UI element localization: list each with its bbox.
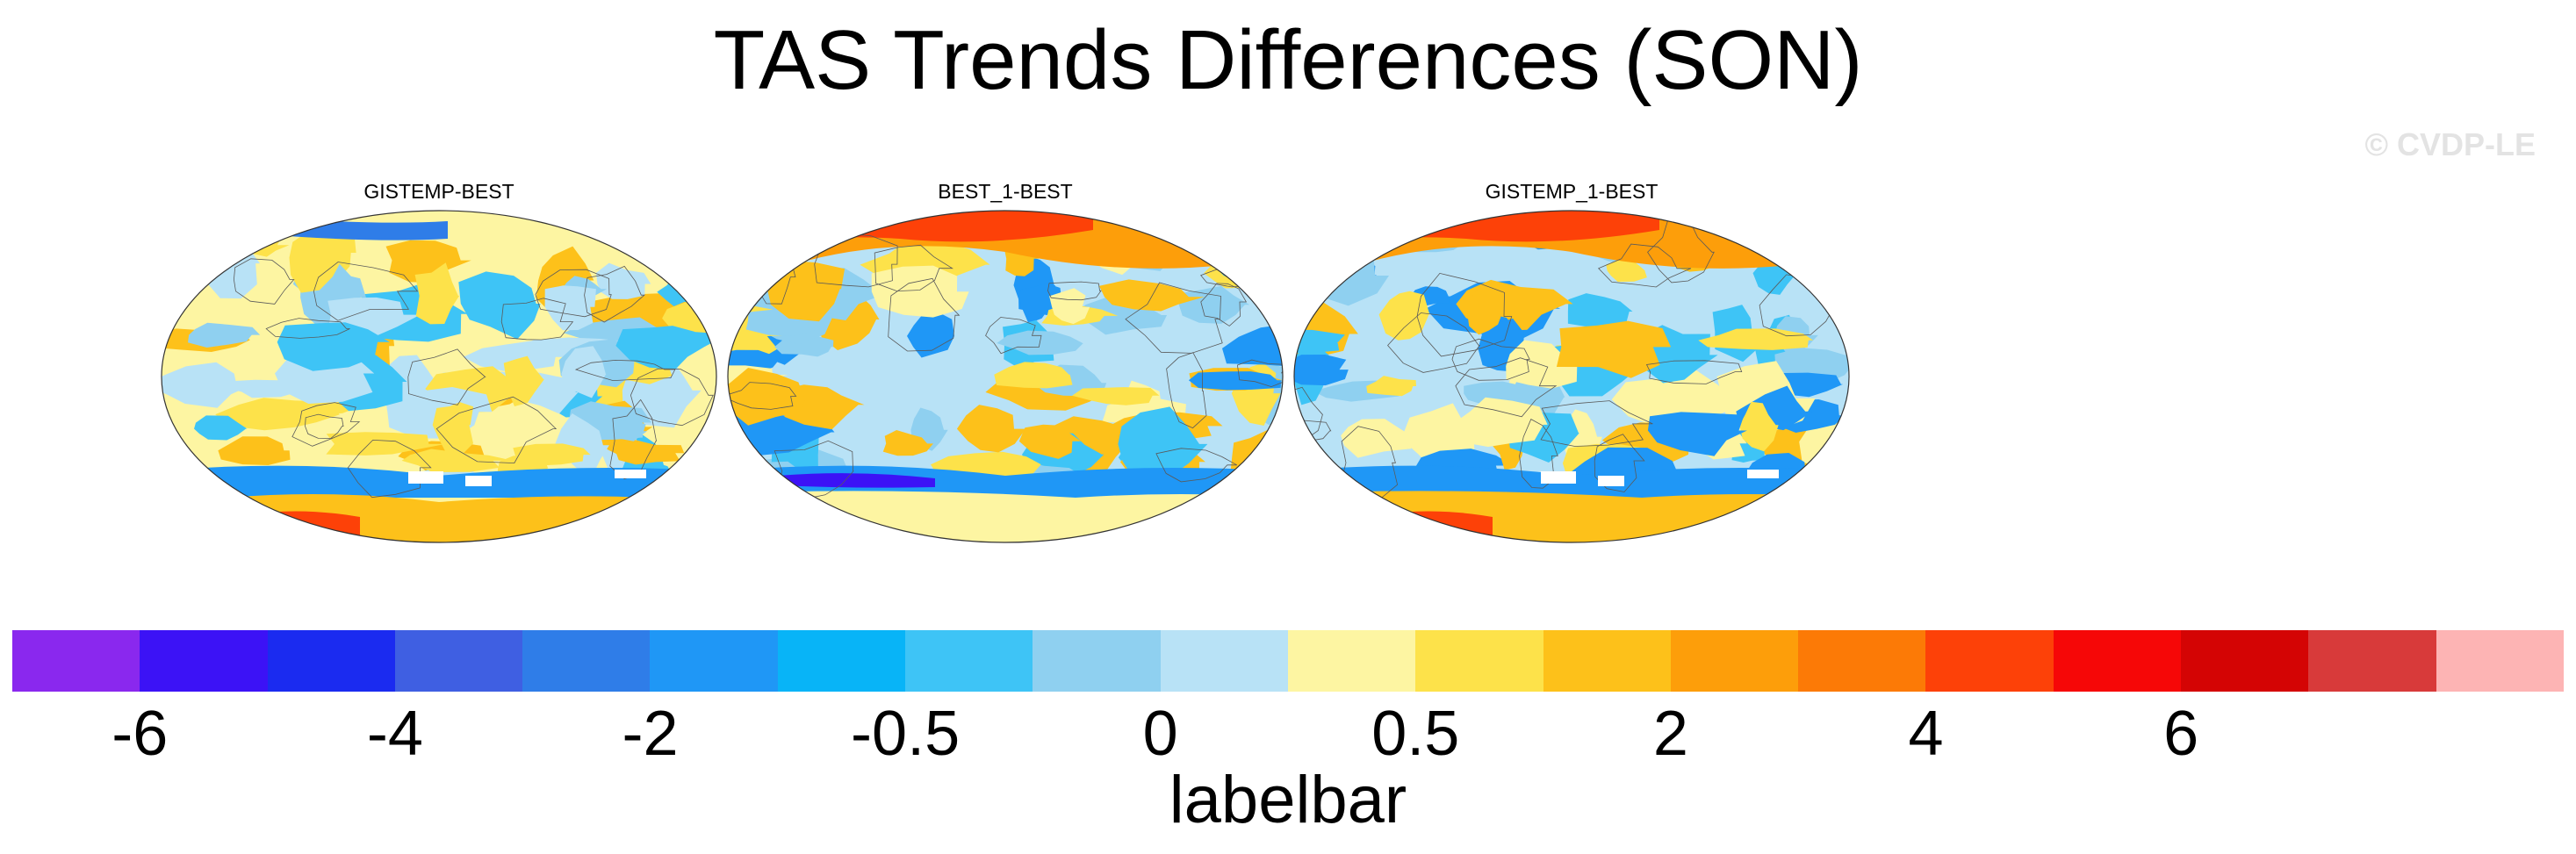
labelbar-color-box — [1670, 630, 1799, 692]
labelbar-color-box — [777, 630, 906, 692]
labelbar-color-box — [1287, 630, 1416, 692]
labelbar-color-box — [2436, 630, 2564, 692]
labelbar-color-box — [2181, 630, 2309, 692]
labelbar-tick-label: -2 — [622, 699, 679, 769]
labelbar-color-box — [1415, 630, 1543, 692]
labelbar-tick-label: 4 — [1908, 699, 1944, 769]
map-plot — [161, 210, 717, 543]
labelbar-color-box — [140, 630, 268, 692]
labelbar-color-box — [522, 630, 651, 692]
map-panel-gistemp-best: GISTEMP-BEST — [158, 180, 720, 549]
labelbar-tick-label: -4 — [366, 699, 423, 769]
labelbar-color-box — [1798, 630, 1926, 692]
figure-title: TAS Trends Differences (SON) — [713, 13, 1863, 107]
map-plot — [1293, 210, 1850, 543]
labelbar-tick-label: 6 — [2163, 699, 2199, 769]
labelbar-color-box — [12, 630, 140, 692]
labelbar-tick-label: -0.5 — [851, 699, 961, 769]
labelbar-color-box — [650, 630, 778, 692]
map-panel-gistemp-1-best: GISTEMP_1-BEST — [1291, 180, 1853, 549]
labelbar-title: labelbar — [1169, 763, 1407, 837]
labelbar-color-box — [1033, 630, 1161, 692]
labelbar-color-box — [1160, 630, 1288, 692]
labelbar-color-box — [2308, 630, 2436, 692]
labelbar-ticks: -6 -4 -2 -0.5 0 0.5 2 4 6 — [0, 698, 2576, 777]
color-labelbar — [12, 630, 2564, 692]
labelbar-tick-label: 2 — [1652, 699, 1688, 769]
labelbar-tick-label: -6 — [112, 699, 169, 769]
labelbar-color-box — [905, 630, 1033, 692]
labelbar-color-box — [267, 630, 395, 692]
labelbar-color-box — [1925, 630, 2054, 692]
labelbar-color-box — [394, 630, 523, 692]
panel-title: GISTEMP_1-BEST — [1485, 180, 1659, 203]
map-panel-best-1-best: BEST_1-BEST — [724, 180, 1286, 549]
panel-title: BEST_1-BEST — [938, 180, 1073, 203]
labelbar-tick-label: 0 — [1142, 699, 1178, 769]
panel-title: GISTEMP-BEST — [363, 180, 514, 203]
labelbar-color-box — [1543, 630, 1671, 692]
labelbar-color-box — [2053, 630, 2182, 692]
map-plot — [727, 210, 1284, 543]
watermark: © CVDP-LE — [2364, 126, 2536, 162]
labelbar-tick-label: 0.5 — [1371, 699, 1460, 769]
